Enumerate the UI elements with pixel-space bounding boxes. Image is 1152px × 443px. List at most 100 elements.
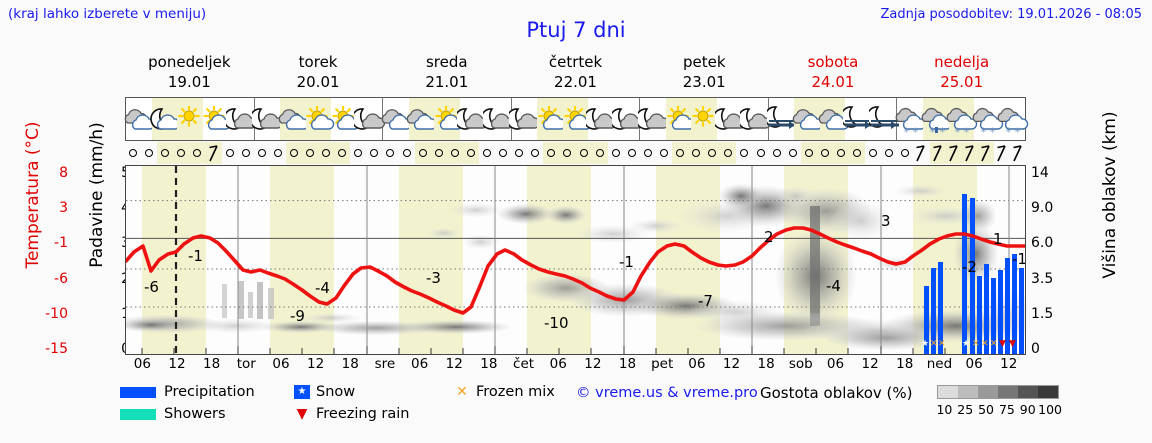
- svg-text:-9: -9: [290, 307, 305, 325]
- weather-icon-moon-cloud: [506, 98, 541, 140]
- freezing-rain-icon: ▼: [296, 406, 308, 422]
- calm-wind-icon: [595, 149, 604, 157]
- temp-ticks-5: -15: [45, 341, 68, 357]
- cloud-density-step-5: [1038, 386, 1058, 398]
- wind-symbol-calm: [575, 142, 592, 164]
- day-header-1: torek 20.01: [254, 52, 383, 96]
- svg-text:-10: -10: [544, 314, 569, 332]
- calm-wind-icon: [547, 149, 556, 157]
- wind-symbol-barb: [1010, 142, 1026, 164]
- time-label-22: 18: [896, 356, 914, 372]
- wind-day-1: [254, 142, 383, 164]
- calm-wind-icon: [177, 149, 186, 157]
- calm-wind-icon: [708, 149, 717, 157]
- svg-text:✕: ✕: [938, 339, 946, 349]
- calm-wind-icon: [820, 149, 829, 157]
- wind-symbol-calm: [624, 142, 640, 164]
- plot-bottom-ticks: [141, 346, 946, 354]
- calm-wind-icon: [354, 149, 363, 157]
- weather-icon-sunny-cloud: [331, 98, 361, 140]
- calm-wind-icon: [499, 149, 508, 157]
- time-label-21: 12: [861, 356, 879, 372]
- legend-freezing-rain-label: Freezing rain: [316, 406, 410, 422]
- svg-text:-4: -4: [315, 279, 330, 297]
- frozen-mix-icon: ✕: [456, 384, 468, 400]
- wind-barb-icon: [946, 144, 962, 162]
- cloud-ticks-3: 3.5: [1031, 270, 1054, 287]
- calm-wind-icon: [483, 149, 492, 157]
- wind-symbol-calm: [254, 142, 270, 164]
- svg-text:-1: -1: [1012, 250, 1025, 268]
- calm-wind-icon: [450, 149, 459, 157]
- calm-wind-icon: [611, 149, 620, 157]
- temp-ticks-3: -6: [54, 270, 68, 287]
- cloud-density-tick-1: 25: [957, 402, 974, 417]
- temp-ticks-0: 8: [59, 165, 68, 181]
- wind-barb-icon: [1010, 144, 1026, 162]
- svg-text:✳: ✳: [963, 126, 970, 134]
- sunny-cloud-icon: [664, 105, 695, 132]
- wind-symbol-strip: [125, 142, 1026, 164]
- weather-icon-sunny-cloud: [305, 98, 335, 140]
- day-date: 21.01: [425, 73, 469, 91]
- svg-text:-6: -6: [144, 278, 159, 296]
- forecast-plot: ★ ✕ ✕ ★ ✕ ✕ ✕ ▼ ▼ -6 -1 -9 -4 -3 -10 -1 …: [125, 165, 1026, 355]
- page-title: Ptuj 7 dni: [526, 18, 626, 42]
- time-label-18: 18: [757, 356, 775, 372]
- weather-icon-moon-cloud: [737, 98, 772, 140]
- cloud-density-color-bar: [937, 385, 1059, 399]
- calm-wind-icon: [772, 149, 781, 157]
- weather-icon-cloudy: [407, 98, 438, 140]
- time-label-2: 18: [203, 356, 221, 372]
- calm-wind-icon: [837, 149, 846, 157]
- wind-day-5: [769, 142, 898, 164]
- weather-icon-snow-cloud: ✳ ✳: [946, 98, 978, 140]
- wind-symbol-calm: [173, 142, 190, 164]
- snow-shower-icon: ✳ ✳: [921, 106, 952, 135]
- temp-ticks-2: -1: [54, 235, 68, 252]
- wind-day-0: [125, 142, 254, 164]
- wind-barb-icon: [930, 144, 946, 162]
- wind-symbol-calm: [414, 142, 431, 164]
- calm-wind-icon: [740, 149, 749, 157]
- svg-text:▼: ▼: [999, 339, 1006, 349]
- time-label-25: 12: [1000, 356, 1018, 372]
- weather-icon-snow-cloud: ✳ ✳: [895, 98, 927, 140]
- weather-icon-sunny-cloud: [537, 98, 567, 140]
- weather-icon-strip: ✳ ✳ ✳ ✳ ✳ ✳ ✳ ✳ ✳ ✳: [124, 97, 1029, 141]
- wind-symbol-calm: [785, 142, 801, 164]
- moon-cloud-icon: [608, 106, 643, 132]
- svg-text:✳: ✳: [912, 126, 919, 134]
- cloud-ticks-5: 0: [1031, 341, 1040, 357]
- weather-icon-moon-cloud: [249, 98, 284, 140]
- weather-icon-sunny: [691, 98, 717, 140]
- svg-text:★: ★: [962, 339, 970, 349]
- cloud-density-tick-3: 75: [998, 402, 1015, 417]
- cloud-density-tick-2: 50: [978, 402, 995, 417]
- calm-wind-icon: [466, 149, 475, 157]
- svg-text:-1: -1: [188, 247, 203, 265]
- wind-barb-icon: [913, 144, 929, 162]
- wind-symbol-barb: [961, 142, 978, 164]
- weather-icon-sunny-cloud: [434, 98, 464, 140]
- day-header-row: ponedeljek 19.01 torek 20.01 sreda 21.01 četrt…: [125, 52, 1026, 96]
- wind-symbol-calm: [849, 142, 866, 164]
- wind-symbol-calm: [141, 142, 157, 164]
- wind-symbol-barb: [945, 142, 962, 164]
- icon-day-5: [763, 98, 899, 140]
- svg-text:-4: -4: [826, 277, 841, 295]
- day-name: ponedeljek: [148, 53, 231, 71]
- weather-icon-snow-cloud: ✳ ✳: [972, 98, 1003, 140]
- day-header-0: ponedeljek 19.01: [125, 52, 254, 96]
- wind-day-2: [382, 142, 511, 164]
- wind-symbol-calm: [736, 142, 752, 164]
- icon-day-6: ✳ ✳ ✳ ✳ ✳ ✳ ✳ ✳ ✳ ✳: [895, 98, 1029, 140]
- cloud-ticks-4: 1.5: [1031, 305, 1054, 322]
- calm-wind-icon: [434, 149, 443, 157]
- weather-icon-cloudy: [381, 98, 413, 140]
- svg-text:✳: ✳: [954, 126, 961, 134]
- time-label-8: 06: [410, 356, 429, 372]
- wind-symbol-calm: [511, 142, 527, 164]
- time-axis-labels: 06 12 18 tor 06 12 18 sre 06 12 18 čet 06 12 18 pet 06 12…: [125, 356, 1026, 376]
- wind-symbol-calm: [816, 142, 833, 164]
